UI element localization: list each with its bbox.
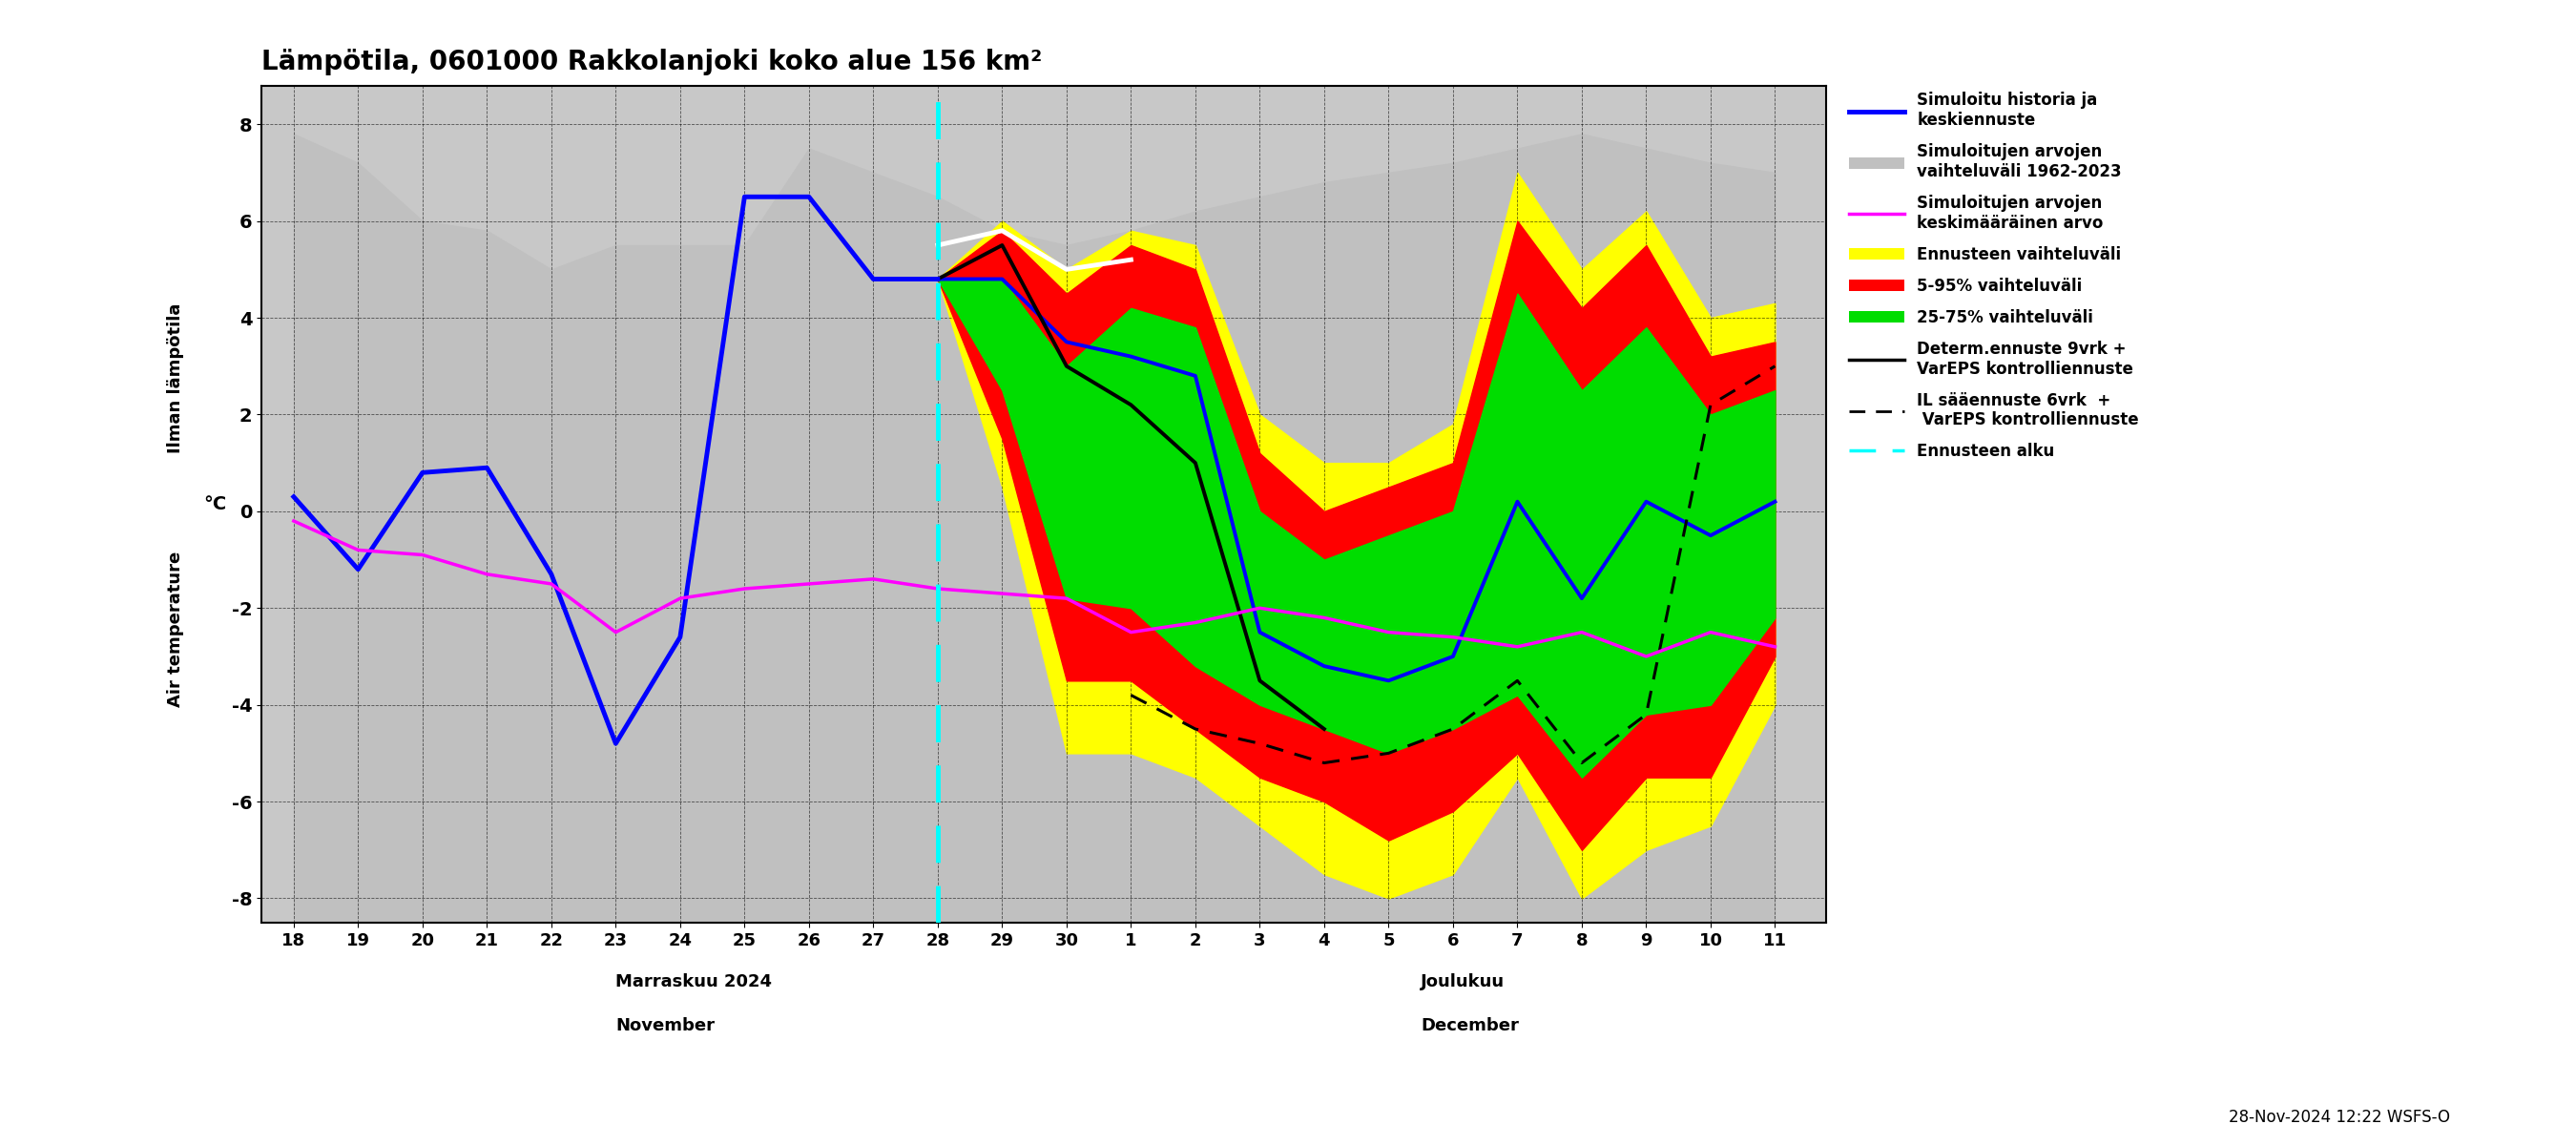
Text: Marraskuu 2024: Marraskuu 2024	[616, 973, 773, 990]
Text: December: December	[1422, 1017, 1520, 1034]
Text: 28-Nov-2024 12:22 WSFS-O: 28-Nov-2024 12:22 WSFS-O	[2228, 1108, 2450, 1126]
Text: Joulukuu: Joulukuu	[1422, 973, 1504, 990]
Text: November: November	[616, 1017, 716, 1034]
Text: Air temperature: Air temperature	[167, 552, 183, 708]
Text: Ilman lämpötila: Ilman lämpötila	[167, 303, 183, 453]
Text: Lämpötila, 0601000 Rakkolanjoki koko alue 156 km²: Lämpötila, 0601000 Rakkolanjoki koko alu…	[263, 48, 1043, 76]
Text: °C: °C	[204, 495, 227, 513]
Legend: Simuloitu historia ja
keskiennuste, Simuloitujen arvojen
vaihteluväli 1962-2023,: Simuloitu historia ja keskiennuste, Simu…	[1842, 86, 2146, 466]
